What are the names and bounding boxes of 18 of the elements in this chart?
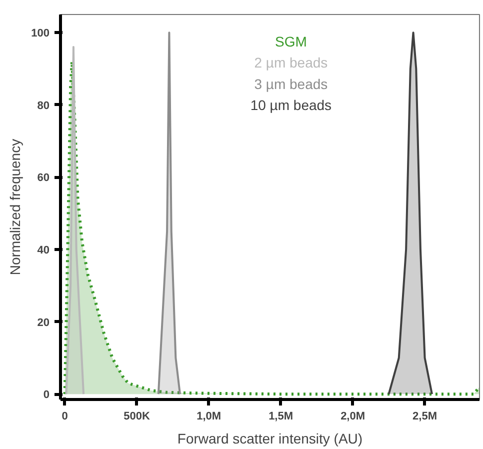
x-axis-title: Forward scatter intensity (AU): [177, 430, 363, 446]
text: 2 µm beads: [254, 54, 328, 71]
x-tick-label: 2,5M: [412, 410, 438, 422]
y-tick-label: 60: [37, 172, 50, 184]
y-axis-title: Normalized frequency: [7, 138, 24, 276]
y-tick-label: 80: [37, 100, 50, 112]
y-tick-label: 20: [37, 316, 50, 329]
text: 3 µm beads: [254, 76, 328, 92]
x-tick-label: 0: [62, 410, 68, 422]
x-tick-label: 1,0M: [196, 410, 222, 422]
text: 10 µm beads: [250, 96, 332, 113]
y-tick-label: 100: [31, 28, 50, 40]
text: SGM: [275, 33, 307, 50]
x-tick-label: 2,0M: [340, 410, 366, 422]
y-tick-label: 0: [43, 389, 50, 402]
x-tick-label: 1,5M: [268, 410, 294, 422]
x-tick-label: 500K: [124, 410, 150, 422]
y-tick-label: 40: [37, 244, 50, 256]
